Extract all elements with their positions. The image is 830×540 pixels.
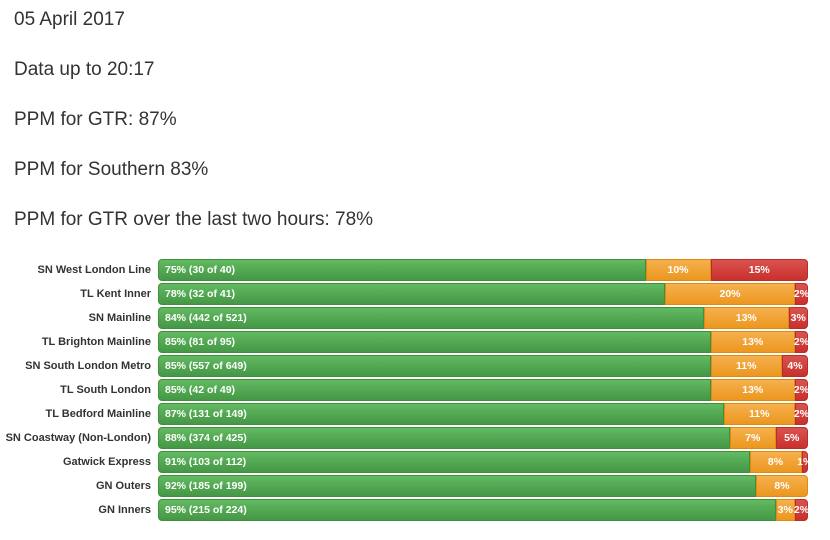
chart-row: GN Inners 95% (215 of 224) 3% 2% <box>0 499 830 521</box>
stacked-bar: 85% (42 of 49) 13% 2% <box>158 379 809 401</box>
stacked-bar: 95% (215 of 224) 3% 2% <box>158 499 809 521</box>
row-label: SN Mainline <box>88 312 151 324</box>
bar-segment-orange: 3% <box>775 499 795 521</box>
chart-row: Gatwick Express 91% (103 of 112) 8% 1% <box>0 451 830 473</box>
chart-row: GN Outers 92% (185 of 199) 8% <box>0 475 830 497</box>
stacked-bar: 91% (103 of 112) 8% 1% <box>158 451 812 473</box>
chart-row: SN West London Line 75% (30 of 40) 10% 15% <box>0 259 830 281</box>
data-up-to: Data up to 20:17 <box>14 59 155 80</box>
chart-row: TL Brighton Mainline 85% (81 of 95) 13% 2% <box>0 331 830 353</box>
bar-segment-red: 15% <box>710 259 808 281</box>
ppm-gtr: PPM for GTR: 87% <box>14 109 177 130</box>
bar-segment-orange: 7% <box>730 427 776 449</box>
bar-segment-red: 2% <box>794 379 809 401</box>
bar-segment-green: 92% (185 of 199) <box>158 475 756 497</box>
bar-segment-orange: 20% <box>665 283 795 305</box>
bar-segment-red: 1% <box>797 451 812 473</box>
bar-segment-red: 3% <box>788 307 808 329</box>
bar-segment-red: 5% <box>775 427 808 449</box>
bar-segment-orange: 11% <box>723 403 795 425</box>
bar-segment-green: 85% (42 of 49) <box>158 379 711 401</box>
bar-segment-red: 2% <box>794 403 809 425</box>
bar-segment-green: 91% (103 of 112) <box>158 451 750 473</box>
chart-row: TL Bedford Mainline 87% (131 of 149) 11% 2% <box>0 403 830 425</box>
bar-segment-orange: 13% <box>704 307 789 329</box>
bar-segment-red: 4% <box>782 355 808 377</box>
row-label: Gatwick Express <box>62 456 151 468</box>
row-label: SN South London Metro <box>25 360 151 372</box>
bar-segment-red: 2% <box>794 331 809 353</box>
bar-segment-green: 78% (32 of 41) <box>158 283 665 305</box>
bar-segment-orange: 11% <box>710 355 782 377</box>
stacked-bar: 88% (374 of 425) 7% 5% <box>158 427 808 449</box>
row-label: TL Brighton Mainline <box>41 336 151 348</box>
ppm-gtr-last-two-hours: PPM for GTR over the last two hours: 78% <box>14 209 374 230</box>
row-label: TL Bedford Mainline <box>45 408 151 420</box>
bar-segment-orange: 10% <box>645 259 711 281</box>
chart-row: TL Kent Inner 78% (32 of 41) 20% 2% <box>0 283 830 305</box>
bar-segment-orange: 8% <box>749 451 802 473</box>
stacked-bar: 84% (442 of 521) 13% 3% <box>158 307 808 329</box>
bar-segment-green: 88% (374 of 425) <box>158 427 730 449</box>
bar-segment-orange: 13% <box>710 379 795 401</box>
bar-segment-orange: 13% <box>710 331 795 353</box>
bar-segment-green: 95% (215 of 224) <box>158 499 776 521</box>
row-label: TL South London <box>60 384 151 396</box>
row-label: GN Inners <box>98 504 151 516</box>
row-label: GN Outers <box>95 480 151 492</box>
report-date: 05 April 2017 <box>14 9 125 30</box>
row-label: SN Coastway (Non-London) <box>5 432 151 444</box>
ppm-southern: PPM for Southern 83% <box>14 159 209 180</box>
stacked-bar: 85% (81 of 95) 13% 2% <box>158 331 809 353</box>
bar-segment-green: 87% (131 of 149) <box>158 403 724 425</box>
stacked-bar: 92% (185 of 199) 8% <box>158 475 808 497</box>
bar-segment-green: 85% (557 of 649) <box>158 355 711 377</box>
ppm-stacked-bar-chart: SN West London Line 75% (30 of 40) 10% 15% T… <box>0 259 830 521</box>
bar-segment-orange: 8% <box>756 475 808 497</box>
stacked-bar: 87% (131 of 149) 11% 2% <box>158 403 809 425</box>
chart-row: SN South London Metro 85% (557 of 649) 11%… <box>0 355 830 377</box>
chart-row: SN Mainline 84% (442 of 521) 13% 3% <box>0 307 830 329</box>
stacked-bar: 75% (30 of 40) 10% 15% <box>158 259 808 281</box>
bar-segment-green: 75% (30 of 40) <box>158 259 646 281</box>
chart-row: TL South London 85% (42 of 49) 13% 2% <box>0 379 830 401</box>
bar-segment-red: 2% <box>794 283 809 305</box>
row-label: TL Kent Inner <box>80 288 151 300</box>
report-header: 05 April 2017 Data up to 20:17 PPM for G… <box>0 0 830 231</box>
stacked-bar: 78% (32 of 41) 20% 2% <box>158 283 809 305</box>
chart-row: SN Coastway (Non-London) 88% (374 of 425)… <box>0 427 830 449</box>
row-label: SN West London Line <box>37 264 151 276</box>
bar-segment-red: 2% <box>794 499 809 521</box>
bar-segment-green: 85% (81 of 95) <box>158 331 711 353</box>
stacked-bar: 85% (557 of 649) 11% 4% <box>158 355 808 377</box>
bar-segment-green: 84% (442 of 521) <box>158 307 704 329</box>
